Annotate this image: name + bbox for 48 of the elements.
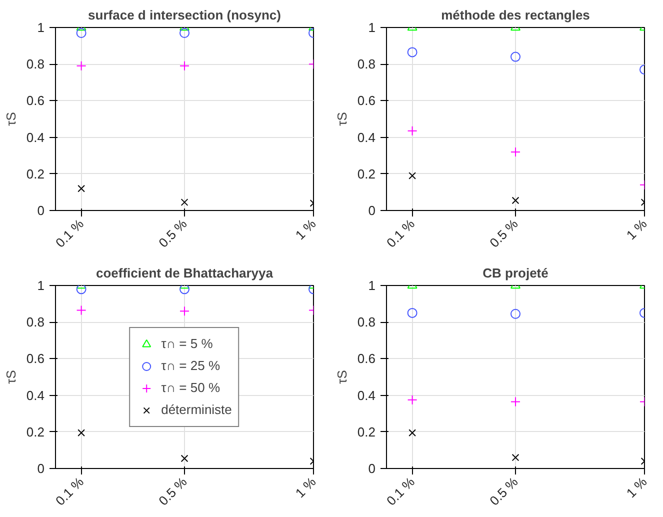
y-axis-title: τS xyxy=(334,370,350,384)
y-tick-label: 0.2 xyxy=(357,424,376,440)
y-tick-label: 0.6 xyxy=(26,93,45,108)
x-tick-label: 0.1 % xyxy=(383,216,418,250)
y-tick-label: 0.2 xyxy=(26,424,45,440)
x-tick-label: 0.1 % xyxy=(383,474,418,508)
y-tick-label: 0.4 xyxy=(26,130,45,145)
y-axis-title: τS xyxy=(334,112,350,126)
y-tick-label: 0.4 xyxy=(357,388,376,403)
x-tick-label: 0.1 % xyxy=(52,216,87,250)
y-tick-label: 0.4 xyxy=(357,130,376,145)
chart-title: méthode des rectangles xyxy=(441,8,590,22)
y-tick-label: 0.8 xyxy=(357,314,376,330)
y-tick-label: 1 xyxy=(37,20,45,35)
legend-label: τ∩ = 5 % xyxy=(161,335,213,352)
y-tick-label: 0.8 xyxy=(26,56,45,72)
y-tick-label: 0 xyxy=(37,461,45,476)
y-tick-label: 0 xyxy=(368,461,376,476)
chart-title: surface d intersection (nosync) xyxy=(88,8,281,22)
x-tick-label: 1 % xyxy=(623,216,650,243)
y-axis-title: τS xyxy=(3,370,18,384)
y-tick-label: 0 xyxy=(368,203,376,218)
chart-title: CB projeté xyxy=(482,266,548,280)
x-tick-label: 0.5 % xyxy=(486,216,522,250)
y-tick-label: 0.4 xyxy=(26,388,45,403)
y-tick-label: 1 xyxy=(37,278,45,293)
y-tick-label: 0.8 xyxy=(26,314,45,330)
chart-title: coefficient de Bhattacharyya xyxy=(96,266,274,280)
x-tick-label: 1 % xyxy=(292,216,320,243)
y-axis-title: τS xyxy=(3,112,18,126)
x-tick-label: 0.5 % xyxy=(156,474,190,508)
x-tick-label: 0.5 % xyxy=(486,474,522,508)
legend-label: τ∩ = 25 % xyxy=(161,357,220,374)
y-tick-label: 0.6 xyxy=(357,351,376,366)
x-tick-label: 1 % xyxy=(623,474,650,501)
x-tick-label: 1 % xyxy=(292,474,320,501)
legend-label: déterministe xyxy=(161,401,232,418)
y-tick-label: 0 xyxy=(37,203,45,218)
y-tick-label: 0.6 xyxy=(26,351,45,366)
y-tick-label: 0.6 xyxy=(357,93,376,108)
y-tick-label: 0.8 xyxy=(357,56,376,72)
y-tick-label: 0.2 xyxy=(26,166,45,182)
y-tick-label: 1 xyxy=(368,278,376,293)
y-tick-label: 1 xyxy=(368,20,376,35)
x-tick-label: 0.5 % xyxy=(156,216,190,250)
y-tick-label: 0.2 xyxy=(357,166,376,182)
legend-label: τ∩ = 50 % xyxy=(161,379,220,396)
x-tick-label: 0.1 % xyxy=(52,474,87,508)
